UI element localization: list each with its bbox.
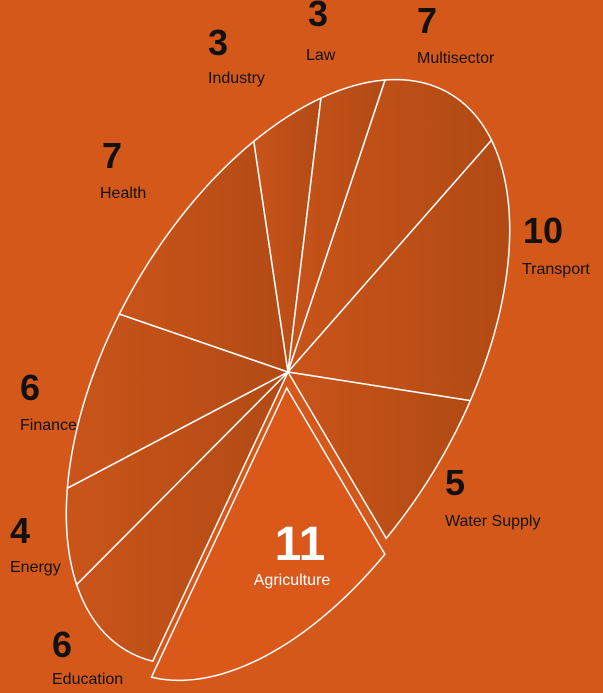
category-label: Energy	[10, 559, 61, 576]
category-label: Education	[52, 671, 123, 688]
value-label: 10	[523, 210, 563, 251]
pie-slice	[66, 313, 290, 490]
category-label: Health	[100, 185, 146, 202]
pie-slice	[253, 96, 322, 373]
pie-slice	[287, 79, 387, 373]
category-label: Transport	[522, 261, 590, 278]
value-label: 6	[52, 624, 72, 665]
category-label: Industry	[208, 70, 265, 87]
value-label: 7	[417, 0, 437, 41]
value-label: 3	[308, 0, 328, 34]
value-label: 5	[445, 462, 465, 503]
value-label: 3	[208, 22, 228, 63]
category-label: Multisector	[417, 50, 495, 67]
category-label: Water Supply	[445, 513, 540, 530]
pie-slice	[286, 138, 511, 402]
pie-slice	[286, 371, 472, 540]
value-label: 4	[10, 510, 30, 551]
category-label: Finance	[20, 417, 77, 434]
pie-slice	[287, 78, 493, 373]
pie-slice	[118, 139, 289, 374]
category-label: Agriculture	[254, 572, 331, 589]
category-label: Law	[306, 47, 336, 64]
value-label: 6	[20, 367, 40, 408]
pie-slice	[75, 371, 289, 663]
pie-slice	[150, 386, 386, 682]
pie-slice	[65, 371, 289, 586]
value-label: 11	[275, 518, 326, 571]
value-label: 7	[102, 135, 122, 176]
